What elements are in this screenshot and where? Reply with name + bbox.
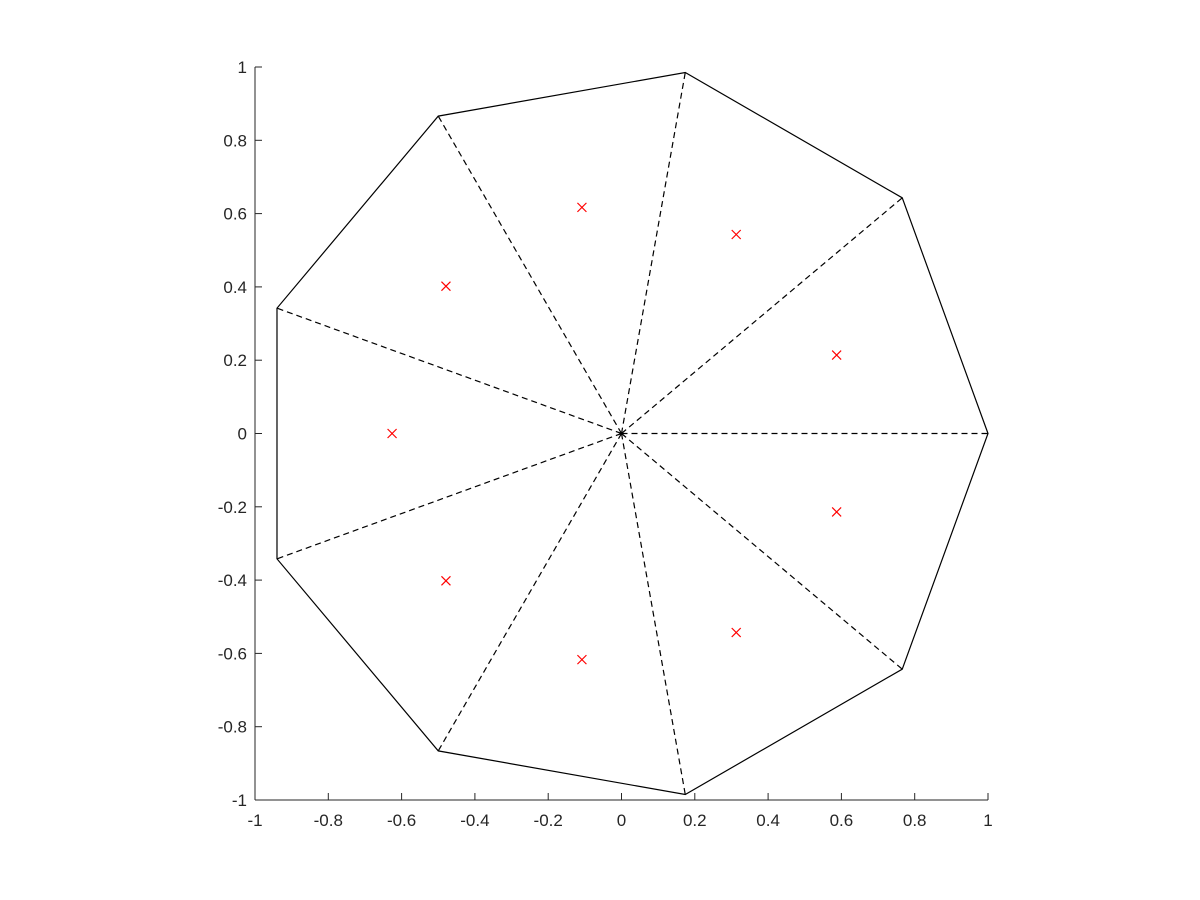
y-tick-label: -0.8 bbox=[218, 718, 247, 737]
marker-x-stroke bbox=[731, 627, 742, 638]
marker-x-6 bbox=[441, 575, 451, 586]
spoke-line-9 bbox=[621, 433, 903, 670]
x-tick-label: 0.2 bbox=[683, 811, 707, 830]
y-tick-label: 1 bbox=[238, 58, 247, 77]
marker-x-stroke bbox=[831, 350, 842, 360]
spoke-line-4 bbox=[437, 115, 623, 434]
spoke-line-6 bbox=[276, 432, 622, 560]
x-tick-label: 0.4 bbox=[756, 811, 780, 830]
spoke-line-8 bbox=[620, 433, 686, 795]
marker-x-stroke bbox=[441, 281, 451, 292]
marker-x-3 bbox=[576, 202, 587, 213]
x-tick-label: 0 bbox=[617, 811, 626, 830]
x-tick-label: -0.6 bbox=[387, 811, 416, 830]
y-tick-label: 0.4 bbox=[223, 278, 247, 297]
marker-x-stroke bbox=[576, 654, 587, 665]
y-tick-label: -0.4 bbox=[218, 571, 247, 590]
x-tick-label: 0.6 bbox=[830, 811, 854, 830]
y-tick-label: 0 bbox=[238, 425, 247, 444]
marker-x-9 bbox=[831, 507, 842, 517]
polygon-outline bbox=[276, 71, 989, 796]
x-tick-label: -0.2 bbox=[534, 811, 563, 830]
y-tick-label: -0.2 bbox=[218, 498, 247, 517]
spoke-line-5 bbox=[276, 307, 622, 435]
plot-area bbox=[276, 71, 989, 796]
x-tick-label: 1 bbox=[983, 811, 992, 830]
marker-x-1 bbox=[831, 350, 842, 360]
axes: -1 -0.8 -0.6 -0.4 -0.2 0 0.2 0.4 0.6 0.8 1 -1 -0.8 -0… bbox=[218, 58, 993, 830]
x-tick-label: 0.8 bbox=[903, 811, 927, 830]
marker-x-stroke bbox=[441, 575, 451, 586]
y-tick-label: -0.6 bbox=[218, 644, 247, 663]
x-tick-label: -1 bbox=[247, 811, 262, 830]
marker-x-stroke bbox=[731, 229, 742, 240]
x-tick-label: -0.8 bbox=[314, 811, 343, 830]
marker-x-4 bbox=[441, 281, 451, 292]
marker-x-5 bbox=[387, 428, 397, 439]
marker-x-stroke bbox=[387, 428, 397, 439]
x-tick-label: -0.4 bbox=[460, 811, 489, 830]
marker-x-8 bbox=[731, 627, 742, 638]
spoke-line-7 bbox=[437, 433, 623, 752]
marker-x-2 bbox=[731, 229, 742, 240]
marker-x-7 bbox=[576, 654, 587, 665]
y-tick-label: 0.2 bbox=[223, 351, 247, 370]
marker-x-stroke bbox=[831, 507, 842, 517]
y-tick-label: 0.6 bbox=[223, 205, 247, 224]
y-tick-label: -1 bbox=[232, 791, 247, 810]
spoke-line-3 bbox=[620, 72, 686, 434]
spoke-line-2 bbox=[621, 197, 903, 434]
marker-x-stroke bbox=[576, 202, 587, 213]
y-tick-label: 0.8 bbox=[223, 131, 247, 150]
